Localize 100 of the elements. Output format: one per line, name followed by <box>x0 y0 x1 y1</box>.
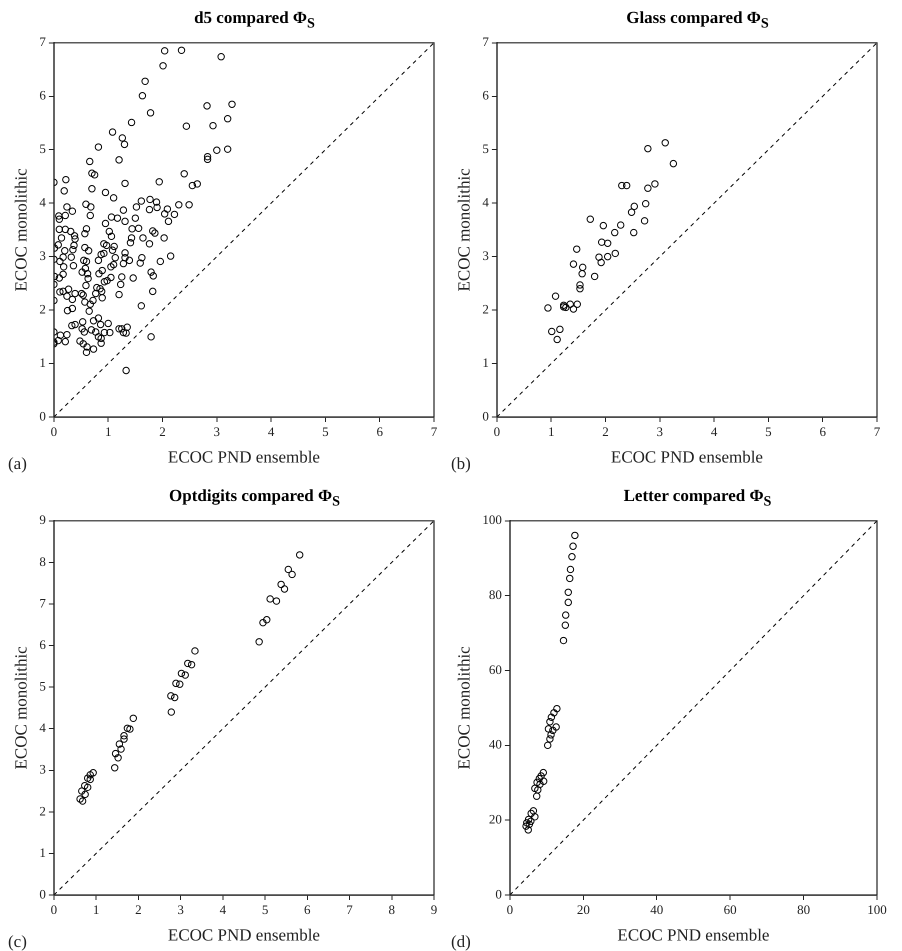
point <box>116 740 124 748</box>
point <box>263 616 270 624</box>
point <box>527 810 535 818</box>
point <box>578 264 586 272</box>
point <box>630 202 638 210</box>
point <box>550 709 558 716</box>
x-tick-label: 2 <box>135 902 142 918</box>
point <box>534 786 542 794</box>
point <box>191 647 199 655</box>
point <box>76 795 84 803</box>
point <box>604 252 612 260</box>
y-tick-label: 0 <box>482 408 489 424</box>
x-axis-title: ECOC PND ensemble <box>610 447 763 466</box>
point <box>531 813 539 820</box>
point <box>182 671 189 679</box>
point <box>604 240 612 247</box>
point <box>628 208 636 216</box>
y-tick-label: 7 <box>482 34 490 50</box>
point <box>167 692 175 700</box>
point <box>566 566 574 574</box>
y-tick-label: 6 <box>39 636 46 652</box>
point <box>120 735 128 743</box>
x-tick-label: 1 <box>548 424 554 440</box>
point <box>78 787 86 795</box>
x-tick-label: 0 <box>50 902 58 918</box>
point <box>178 670 186 678</box>
y-tick-label: 4 <box>39 194 46 210</box>
point <box>288 570 296 578</box>
y-tick-label: 5 <box>39 678 46 694</box>
x-tick-label: 3 <box>177 902 184 918</box>
point <box>259 618 267 626</box>
point <box>188 660 196 668</box>
point <box>670 160 678 168</box>
point <box>586 216 594 223</box>
point <box>266 595 274 603</box>
point <box>86 771 94 779</box>
point <box>527 818 535 825</box>
y-tick-label: 8 <box>39 554 46 569</box>
point <box>524 826 532 834</box>
point <box>548 714 556 721</box>
y-axis-title: ECOC monolithic <box>12 646 31 770</box>
point <box>120 732 128 740</box>
x-tick-label: 3 <box>656 424 664 440</box>
x-tick-label: 20 <box>576 902 590 918</box>
point <box>170 694 178 702</box>
point <box>284 566 292 574</box>
point <box>544 304 552 312</box>
point <box>172 680 180 688</box>
text: (c) <box>8 932 27 951</box>
y-tick-label: 5 <box>39 141 46 156</box>
point <box>530 807 538 815</box>
point <box>564 588 572 596</box>
point <box>126 725 134 733</box>
y-tick-label: 40 <box>488 736 502 752</box>
y-tick-label: 4 <box>39 720 46 736</box>
x-tick-label: 6 <box>819 424 826 440</box>
y-axis-title: ECOC monolithic <box>454 168 474 292</box>
y-tick-label: 9 <box>39 512 46 528</box>
point <box>531 784 539 792</box>
point <box>576 285 584 292</box>
point <box>552 292 560 300</box>
point <box>570 305 578 313</box>
point <box>540 778 548 785</box>
point <box>553 704 561 712</box>
text: (b) <box>451 454 471 474</box>
y-tick-label: 1 <box>482 354 489 370</box>
point <box>533 778 541 786</box>
y-tick-label: 4 <box>482 194 490 210</box>
point <box>523 819 530 826</box>
y-tick-label: 2 <box>39 803 46 818</box>
y-tick-label: 100 <box>482 512 502 528</box>
point <box>114 754 122 762</box>
point <box>168 708 176 716</box>
x-tick-label: 8 <box>388 902 396 918</box>
text: (d) <box>451 932 471 951</box>
point <box>176 680 184 688</box>
point <box>86 776 94 784</box>
x-tick-label: 60 <box>724 902 737 918</box>
x-tick-label: 4 <box>710 424 718 440</box>
point <box>562 304 570 312</box>
point <box>533 792 540 800</box>
point <box>570 260 578 268</box>
point <box>548 328 556 336</box>
x-tick-label: 4 <box>220 902 227 918</box>
point <box>536 774 543 782</box>
point <box>574 300 581 308</box>
x-axis-title: ECOC PND ensemble <box>168 447 320 466</box>
point <box>562 622 570 629</box>
x-tick-label: 2 <box>602 424 609 440</box>
point <box>547 731 555 739</box>
point <box>651 180 659 188</box>
point <box>536 780 544 788</box>
y-axis-title: ECOC monolithic <box>12 168 31 292</box>
y-tick-label: 3 <box>39 762 46 777</box>
point <box>566 574 574 582</box>
x-tick-label: 9 <box>430 902 438 918</box>
y-tick-label: 2 <box>482 302 489 317</box>
point <box>540 768 548 776</box>
point <box>564 598 572 606</box>
point <box>590 272 598 280</box>
